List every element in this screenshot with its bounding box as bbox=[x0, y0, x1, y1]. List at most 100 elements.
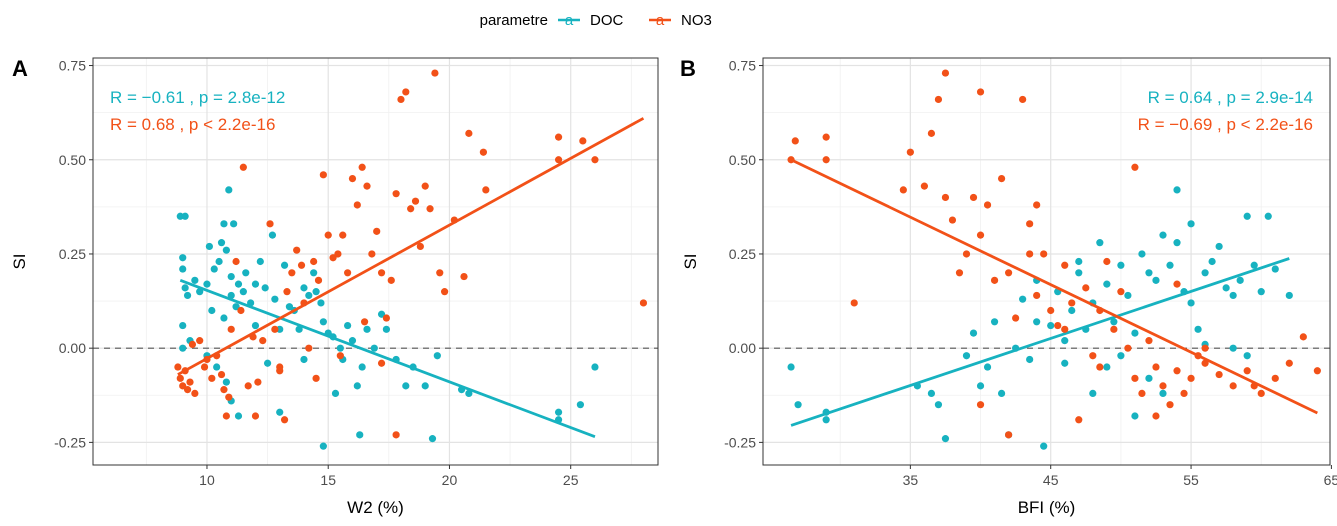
point-no3 bbox=[344, 269, 352, 277]
point-doc bbox=[331, 389, 340, 397]
point-no3 bbox=[1313, 367, 1321, 375]
point-no3 bbox=[441, 288, 449, 296]
point-doc bbox=[358, 363, 366, 371]
point-no3 bbox=[1124, 344, 1132, 352]
point-no3 bbox=[948, 216, 957, 224]
x-tick-label: 25 bbox=[563, 472, 579, 488]
point-doc bbox=[234, 412, 243, 420]
point-doc bbox=[1096, 239, 1104, 247]
panel-b-stat-no3: R = −0.69 , p < 2.2e-16 bbox=[1138, 115, 1313, 134]
panel-a-stat-no3-p: p < 2.2e-16 bbox=[189, 115, 276, 134]
point-doc bbox=[230, 220, 238, 228]
point-no3 bbox=[280, 416, 289, 424]
point-doc bbox=[1229, 344, 1237, 352]
y-tick-label: 0.50 bbox=[729, 152, 756, 168]
fit-line-doc bbox=[790, 257, 1290, 427]
point-doc bbox=[997, 389, 1006, 397]
point-doc bbox=[1194, 325, 1202, 333]
point-no3 bbox=[1173, 367, 1181, 375]
point-no3 bbox=[426, 205, 434, 213]
point-no3 bbox=[1117, 288, 1125, 296]
panel-b-stat-no3-p: p < 2.2e-16 bbox=[1227, 115, 1314, 134]
point-doc bbox=[1236, 276, 1244, 284]
point-doc bbox=[300, 284, 308, 292]
point-doc bbox=[990, 318, 999, 326]
point-no3 bbox=[392, 431, 400, 439]
point-no3 bbox=[969, 193, 978, 202]
point-no3 bbox=[297, 261, 306, 269]
point-no3 bbox=[955, 269, 964, 277]
point-doc bbox=[1026, 355, 1034, 364]
point-no3 bbox=[962, 250, 971, 258]
point-doc bbox=[205, 242, 213, 251]
point-doc bbox=[554, 408, 563, 416]
point-no3 bbox=[407, 205, 415, 213]
point-doc bbox=[179, 344, 187, 352]
x-tick-label: 35 bbox=[903, 472, 919, 488]
panel-a-stat-no3: R = 0.68 , p < 2.2e-16 bbox=[110, 115, 275, 134]
panel-b-y-ticks: -0.25 0.00 0.25 0.50 0.75 bbox=[724, 58, 763, 450]
point-no3 bbox=[822, 156, 830, 164]
point-doc bbox=[1271, 265, 1279, 273]
point-no3 bbox=[1040, 250, 1048, 258]
x-tick-label: 10 bbox=[199, 472, 215, 488]
point-no3 bbox=[293, 246, 301, 254]
point-no3 bbox=[319, 171, 327, 179]
point-no3 bbox=[1089, 352, 1097, 360]
y-tick-label: 0.75 bbox=[59, 58, 86, 74]
legend-key-doc-glyph: a bbox=[565, 12, 574, 29]
point-doc bbox=[227, 291, 235, 300]
point-doc bbox=[181, 212, 189, 220]
point-no3 bbox=[353, 201, 361, 209]
point-doc bbox=[363, 325, 371, 333]
panel-a-y-ticks: -0.25 0.00 0.25 0.50 0.75 bbox=[54, 58, 93, 450]
point-no3 bbox=[1201, 344, 1209, 352]
panel-a-x-title: W2 (%) bbox=[347, 498, 404, 517]
point-no3 bbox=[368, 250, 376, 258]
point-no3 bbox=[324, 231, 332, 239]
panel-a-stat-doc: R = −0.61 , p = 2.8e-12 bbox=[110, 88, 285, 107]
panel-b-series-no3 bbox=[787, 69, 1321, 439]
point-no3 bbox=[431, 69, 439, 77]
point-no3 bbox=[1047, 306, 1055, 315]
point-doc bbox=[336, 344, 344, 352]
point-doc bbox=[251, 321, 260, 330]
point-doc bbox=[962, 352, 971, 360]
point-doc bbox=[1103, 363, 1111, 371]
x-tick-label: 55 bbox=[1183, 472, 1199, 488]
point-no3 bbox=[402, 88, 410, 96]
point-no3 bbox=[983, 201, 992, 209]
point-no3 bbox=[310, 257, 318, 266]
point-no3 bbox=[183, 386, 192, 394]
point-doc bbox=[1138, 250, 1146, 258]
point-doc bbox=[234, 280, 243, 288]
point-no3 bbox=[927, 129, 936, 137]
point-doc bbox=[591, 363, 599, 371]
point-no3 bbox=[266, 220, 274, 228]
point-doc bbox=[976, 382, 985, 390]
point-no3 bbox=[941, 193, 950, 202]
y-tick-label: 0.25 bbox=[59, 246, 86, 262]
point-no3 bbox=[276, 367, 284, 375]
point-no3 bbox=[174, 363, 182, 371]
point-no3 bbox=[191, 389, 199, 397]
point-no3 bbox=[348, 174, 357, 183]
point-no3 bbox=[822, 133, 830, 141]
point-doc bbox=[428, 435, 437, 443]
point-no3 bbox=[179, 382, 187, 390]
panel-b-series-doc bbox=[787, 186, 1293, 450]
point-no3 bbox=[1033, 201, 1041, 209]
point-doc bbox=[1131, 329, 1139, 337]
point-doc bbox=[295, 325, 303, 333]
point-no3 bbox=[363, 182, 371, 190]
point-no3 bbox=[1033, 291, 1041, 300]
y-tick-label: 0.50 bbox=[59, 152, 86, 168]
point-no3 bbox=[222, 412, 230, 420]
point-no3 bbox=[791, 137, 799, 145]
panel-b-stat-doc-r: R = 0.64 , bbox=[1148, 88, 1227, 107]
point-no3 bbox=[392, 190, 400, 198]
point-doc bbox=[344, 321, 352, 330]
point-no3 bbox=[976, 88, 985, 96]
panel-a-series-no3 bbox=[174, 69, 648, 439]
point-doc bbox=[208, 306, 216, 315]
